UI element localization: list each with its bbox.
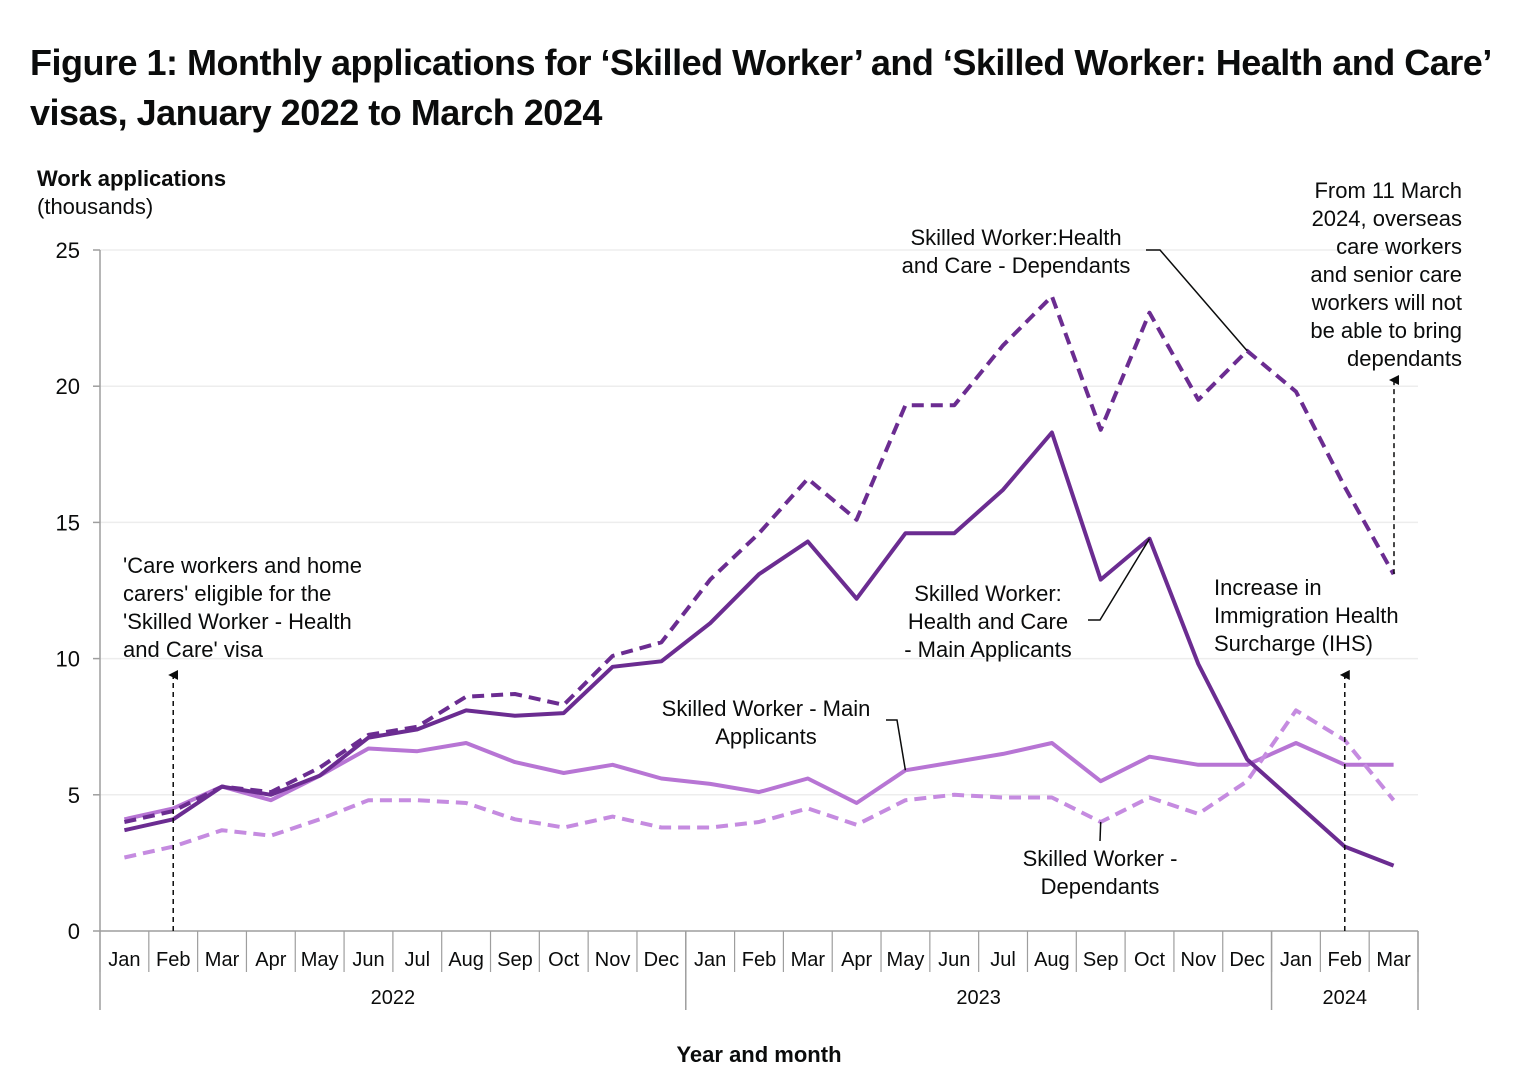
- annotation-text-dependants-ban-line: From 11 March: [1314, 178, 1462, 203]
- x-tick-label: Oct: [1134, 949, 1166, 971]
- series-label-skilled-dependants-line: Dependants: [1041, 874, 1160, 899]
- axes: 0 5 10 15 20 25 Jan Feb Mar Apr May Jun Jul Aug Sep Oct…: [37, 166, 1419, 1067]
- x-tick-label: Jun: [938, 949, 970, 971]
- y-tick-label: 25: [56, 238, 80, 263]
- x-tick-label: Jan: [108, 949, 140, 971]
- x-tick-label: May: [301, 949, 339, 971]
- year-label: 2023: [956, 987, 1001, 1009]
- x-tick-label: Dec: [1229, 949, 1265, 971]
- x-tick-label: Feb: [156, 949, 190, 971]
- x-tick-label: Sep: [1083, 949, 1119, 971]
- x-tick-label: Sep: [497, 949, 533, 971]
- chart-title: Figure 1: Monthly applications for ‘Skil…: [30, 42, 1490, 133]
- series-label-skilled-main-line: Skilled Worker - Main: [662, 696, 871, 721]
- annotation-text-dependants-ban-line: and senior care: [1310, 262, 1462, 287]
- y-axis-title: Work applications: [37, 166, 226, 191]
- x-tick-label: Mar: [1376, 949, 1411, 971]
- series-line-skilled-main: [123, 741, 1394, 822]
- x-tick-label: Feb: [1328, 949, 1362, 971]
- x-tick-label: Jul: [990, 949, 1016, 971]
- annotation-text-eligibility-line: 'Skilled Worker - Health: [123, 609, 352, 634]
- x-tick-label: Dec: [644, 949, 680, 971]
- x-tick-label: Feb: [742, 949, 776, 971]
- y-tick-label: 15: [56, 510, 80, 535]
- series-label-health-care-dependants: Skilled Worker:Health and Care - Dependan…: [902, 225, 1131, 278]
- y-tick-label: 5: [68, 783, 80, 808]
- x-tick-label: Jul: [405, 949, 431, 971]
- leader-line-health-care-main: [1088, 538, 1151, 621]
- annotation-text-ihs: Increase in Immigration Health Surcharge (…: [1214, 575, 1399, 656]
- year-label: 2022: [371, 987, 416, 1009]
- x-tick-label: Oct: [548, 949, 580, 971]
- series-line-health-care-dependants: [123, 294, 1396, 824]
- x-tick-label: Mar: [205, 949, 240, 971]
- annotation-text-eligibility-line: and Care' visa: [123, 637, 264, 662]
- annotation-text-ihs-line: Surcharge (IHS): [1214, 631, 1373, 656]
- x-tick-label: Apr: [255, 949, 286, 971]
- series-label-skilled-main-line: Applicants: [715, 724, 817, 749]
- series-label-health-care-main-line: - Main Applicants: [904, 637, 1072, 662]
- annotation-text-eligibility: 'Care workers and home carers' eligible f…: [123, 553, 362, 662]
- series-label-health-care-dependants-line: and Care - Dependants: [902, 253, 1131, 278]
- series-label-skilled-dependants: Skilled Worker - Dependants: [1023, 846, 1178, 899]
- x-tick-label: Jan: [694, 949, 726, 971]
- x-tick-label: Aug: [1034, 949, 1070, 971]
- x-tick-label: May: [887, 949, 925, 971]
- series-label-skilled-dependants-line: Skilled Worker -: [1023, 846, 1178, 871]
- y-tick-label: 0: [68, 919, 80, 944]
- x-axis-title: Year and month: [676, 1042, 841, 1067]
- labels: Skilled Worker:Health and Care - Dependan…: [662, 225, 1248, 899]
- series-label-health-care-main-line: Skilled Worker:: [914, 581, 1062, 606]
- series-line-skilled-dependants: [123, 708, 1396, 860]
- x-tick-label: Apr: [841, 949, 872, 971]
- series-label-health-care-main-line: Health and Care: [908, 609, 1068, 634]
- x-tick-label: Jan: [1280, 949, 1312, 971]
- annotation-text-eligibility-line: carers' eligible for the: [123, 581, 331, 606]
- leader-line-skilled-dependants: [1099, 822, 1102, 842]
- series-lines: [123, 294, 1396, 868]
- annotation-text-dependants-ban: From 11 March 2024, overseas care workers a…: [1310, 178, 1462, 371]
- series-label-health-care-main: Skilled Worker: Health and Care - Main App…: [904, 581, 1072, 662]
- annotations: 'Care workers and home carers' eligible f…: [123, 178, 1462, 931]
- annotation-text-ihs-line: Immigration Health: [1214, 603, 1399, 628]
- series-label-skilled-main: Skilled Worker - Main Applicants: [662, 696, 871, 749]
- series-label-health-care-dependants-line: Skilled Worker:Health: [910, 225, 1121, 250]
- annotation-text-ihs-line: Increase in: [1214, 575, 1322, 600]
- annotation-text-eligibility-line: 'Care workers and home: [123, 553, 362, 578]
- year-label: 2024: [1323, 987, 1368, 1009]
- x-tick-label: Jun: [352, 949, 384, 971]
- leader-line-health-care-dependants: [1146, 249, 1248, 352]
- annotation-text-dependants-ban-line: dependants: [1347, 346, 1462, 371]
- y-tick-label: 10: [56, 647, 80, 672]
- x-tick-label: Nov: [1181, 949, 1217, 971]
- x-tick-label: Nov: [595, 949, 631, 971]
- series-line-health-care-main: [123, 430, 1395, 868]
- leader-line-skilled-main: [886, 719, 907, 771]
- y-tick-label: 20: [56, 374, 80, 399]
- x-tick-label: Mar: [791, 949, 826, 971]
- annotation-text-dependants-ban-line: 2024, overseas: [1312, 206, 1462, 231]
- y-axis-units: (thousands): [37, 194, 153, 219]
- annotation-text-dependants-ban-line: be able to bring: [1310, 318, 1462, 343]
- x-tick-label: Aug: [448, 949, 484, 971]
- annotation-text-dependants-ban-line: workers will not: [1311, 290, 1462, 315]
- annotation-text-dependants-ban-line: care workers: [1336, 234, 1462, 259]
